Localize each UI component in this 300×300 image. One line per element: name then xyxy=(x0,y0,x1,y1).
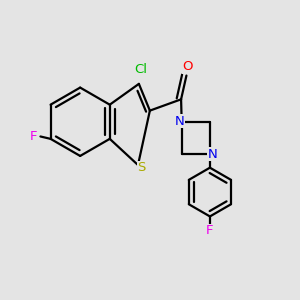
Text: Cl: Cl xyxy=(134,63,147,76)
Text: F: F xyxy=(206,224,214,237)
Text: N: N xyxy=(174,115,184,128)
Text: S: S xyxy=(137,161,146,175)
Text: N: N xyxy=(208,148,218,161)
Text: O: O xyxy=(182,60,193,73)
Text: F: F xyxy=(30,130,38,143)
